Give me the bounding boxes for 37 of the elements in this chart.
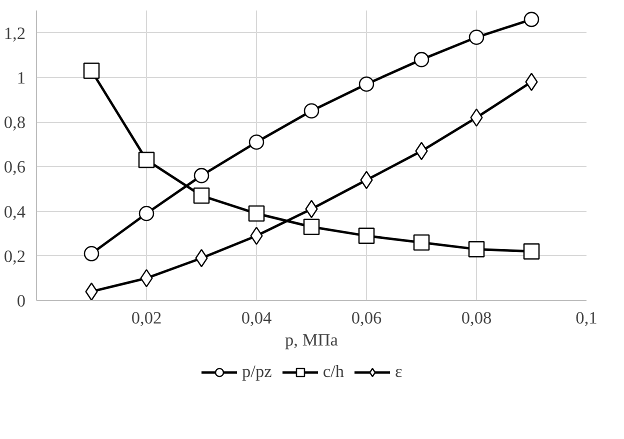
- y-tick-label: 1: [16, 68, 26, 88]
- point: [248, 134, 264, 150]
- point: [138, 206, 154, 222]
- point: [85, 282, 98, 300]
- x-tick-label: 0,04: [241, 308, 272, 328]
- point: [413, 234, 430, 251]
- point: [248, 205, 265, 222]
- y-tick-label: 0: [16, 292, 26, 310]
- point: [468, 241, 485, 258]
- legend-label: ε: [395, 362, 404, 382]
- point: [523, 243, 540, 260]
- point: [140, 269, 153, 288]
- point: [524, 12, 540, 28]
- point: [358, 228, 375, 244]
- x-tick-label: 0,1: [576, 308, 598, 328]
- point: [193, 188, 210, 204]
- point: [138, 152, 155, 168]
- point: [84, 246, 100, 262]
- y-tick-label: 0,8: [4, 113, 26, 132]
- point: [468, 30, 484, 45]
- point: [194, 168, 210, 184]
- point: [414, 52, 430, 68]
- point: [303, 218, 320, 236]
- legend-label: c/h: [322, 362, 344, 382]
- y-tick-label: 0,2: [4, 246, 26, 266]
- y-tick-label: 0,4: [4, 202, 26, 222]
- x-tick-label: 0,08: [461, 308, 492, 328]
- point: [358, 76, 374, 92]
- y-tick-label: 0,6: [4, 158, 26, 177]
- x-axis-title: p, МПа: [285, 330, 338, 350]
- x-tick-label: 0,06: [351, 308, 382, 328]
- legend-label: p/pz: [242, 362, 272, 382]
- y-tick-label: 1,2: [4, 24, 26, 43]
- point: [304, 103, 320, 119]
- point: [250, 226, 263, 245]
- x-tick-label: 0,02: [131, 308, 162, 328]
- point: [83, 62, 100, 79]
